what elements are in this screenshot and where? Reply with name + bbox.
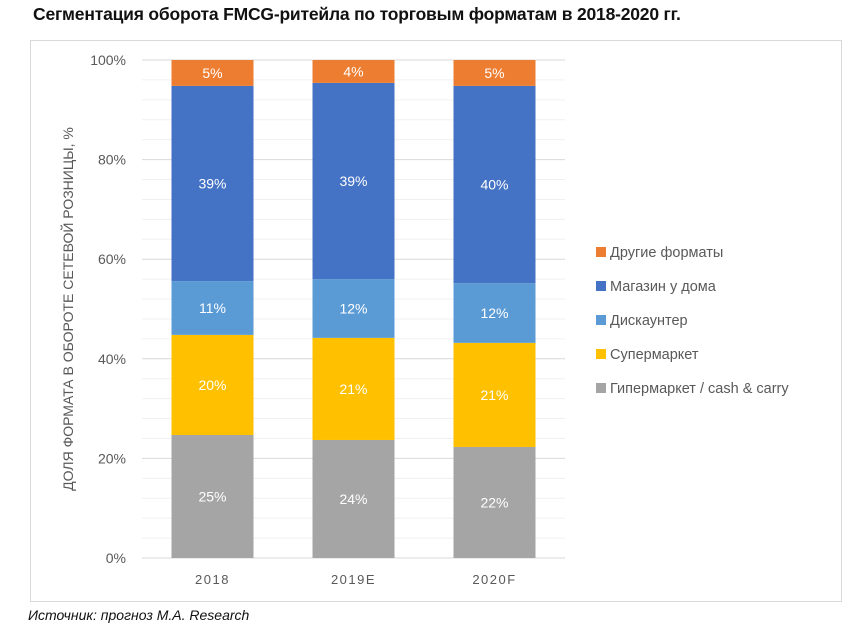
data-label: 12% [339,301,367,317]
legend-item[interactable]: Магазин у дома [596,279,717,295]
y-tick-label: 0% [106,550,126,566]
bar-stack-2020F: 22% 21% 12% 40% 5% [453,60,536,558]
bar-segment[interactable] [312,60,395,83]
data-label: 5% [484,65,504,81]
y-tick-label: 100% [90,52,126,68]
bars: 25% 20% 11% 39% 5% 24% 21% 12% 39% 4% 22% 21% 12% 40%… [171,60,536,558]
legend-swatch [596,349,606,359]
data-label: 25% [198,488,226,504]
x-tick-label: 2020F [472,572,516,587]
bar-segment[interactable] [171,281,254,335]
y-axis-label: ДОЛЯ ФОРМАТА В ОБОРОТЕ СЕТЕВОЙ РОЗНИЦЫ, … [59,127,76,491]
bar-stack-2018: 25% 20% 11% 39% 5% [171,60,254,558]
legend-swatch [596,247,606,257]
bar-segment[interactable] [453,342,536,447]
bar-segment[interactable] [171,85,254,282]
bar-segment[interactable] [312,82,395,280]
y-axis-ticks: 0% 20% 40% 60% 80% 100% [90,52,126,566]
data-label: 21% [339,381,367,397]
legend-item[interactable]: Супермаркет [596,347,699,363]
legend-item[interactable]: Дискаунтер [596,313,688,329]
legend-item[interactable]: Другие форматы [596,245,723,261]
legend-label: Дискаунтер [610,313,688,329]
data-label: 22% [480,494,508,510]
legend-label: Другие форматы [610,245,723,261]
legend-label: Гипермаркет / cash & carry [610,381,789,397]
bar-segment[interactable] [171,60,254,86]
x-tick-label: 2018 [195,572,230,587]
legend-swatch [596,281,606,291]
bar-segment[interactable] [453,85,536,284]
y-tick-label: 20% [98,450,126,466]
bar-segment[interactable] [312,279,395,338]
data-label: 40% [480,177,508,193]
bar-segment[interactable] [171,434,254,558]
legend: Другие форматы Магазин у дома Дискаунтер Су… [596,245,789,397]
data-label: 39% [339,173,367,189]
legend-label: Магазин у дома [610,279,717,295]
y-tick-label: 40% [98,351,126,367]
data-label: 4% [343,63,363,79]
bar-segment[interactable] [171,334,254,435]
data-label: 21% [480,387,508,403]
data-label: 39% [198,176,226,192]
data-label: 12% [480,305,508,321]
x-tick-label: 2019E [331,572,376,587]
bar-stack-2019E: 24% 21% 12% 39% 4% [312,60,395,558]
bar-segment[interactable] [453,60,536,86]
x-axis-ticks: 2018 2019E 2020F [195,572,516,587]
bar-segment[interactable] [312,439,395,558]
data-label: 20% [198,377,226,393]
chart-frame [30,40,842,602]
source-note: Источник: прогноз М.А. Research [28,607,250,623]
y-tick-label: 80% [98,152,126,168]
data-label: 5% [202,65,222,81]
bar-segment[interactable] [453,283,536,343]
bar-segment[interactable] [312,337,395,440]
bar-segment[interactable] [453,446,536,558]
data-label: 11% [199,300,226,316]
data-label: 24% [339,491,367,507]
legend-label: Супермаркет [610,347,699,363]
legend-swatch [596,315,606,325]
legend-swatch [596,383,606,393]
y-tick-label: 60% [98,251,126,267]
chart-title: Сегментация оборота FMCG-ритейла по торг… [33,4,681,24]
legend-item[interactable]: Гипермаркет / cash & carry [596,381,789,397]
